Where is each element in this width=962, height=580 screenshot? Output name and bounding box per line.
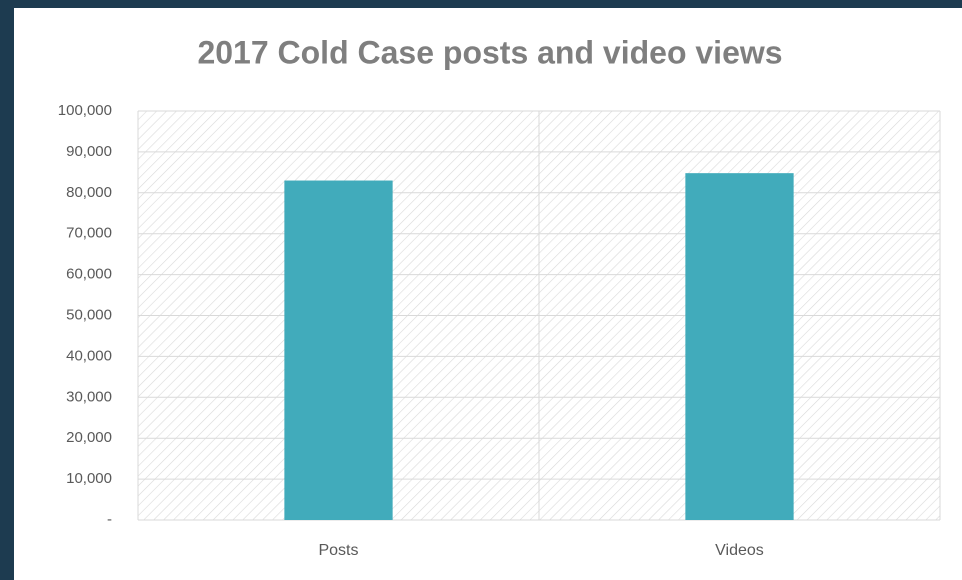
y-tick-label: - <box>107 511 112 528</box>
y-tick-label: 30,000 <box>66 388 112 405</box>
y-tick-label: 90,000 <box>66 143 112 160</box>
y-tick-label: 10,000 <box>66 470 112 487</box>
y-tick-label: 80,000 <box>66 184 112 201</box>
y-tick-label: 100,000 <box>58 102 112 119</box>
x-tick-label: Posts <box>318 542 358 559</box>
y-tick-label: 40,000 <box>66 347 112 364</box>
y-tick-label: 20,000 <box>66 429 112 446</box>
bar <box>284 180 393 520</box>
y-tick-label: 60,000 <box>66 266 112 283</box>
x-tick-label: Videos <box>715 542 764 559</box>
y-tick-label: 70,000 <box>66 225 112 242</box>
bar <box>685 173 794 520</box>
y-tick-label: 50,000 <box>66 306 112 323</box>
chart-title: 2017 Cold Case posts and video views <box>197 34 782 70</box>
